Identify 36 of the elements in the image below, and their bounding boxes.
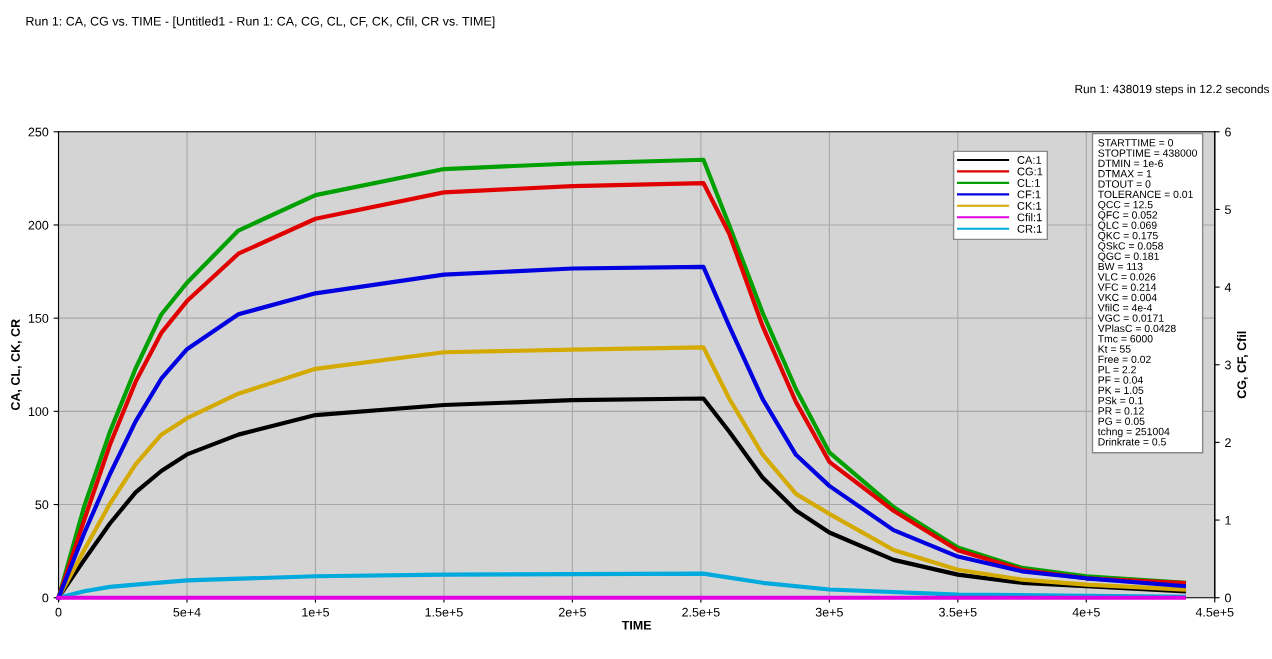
- y-tick-label: 250: [28, 127, 49, 137]
- y-tick-label: 50: [35, 500, 49, 510]
- x-tick-label: 4e+5: [1072, 607, 1100, 617]
- y-tick-label: 150: [28, 313, 49, 323]
- x-tick-label: 2e+5: [558, 607, 586, 617]
- legend-label: CG:1: [1017, 167, 1043, 176]
- y-tick-label: 0: [42, 593, 49, 603]
- text: Run 1: 438019 steps in 12.2 seconds: [1075, 84, 1270, 96]
- x-tick-label: 3.5e+5: [939, 607, 977, 617]
- legend-label: CR:1: [1017, 224, 1042, 233]
- legend-label: CL:1: [1017, 179, 1040, 187]
- y2-tick-label: 0: [1224, 593, 1231, 603]
- y-tick-label: 100: [28, 407, 49, 416]
- y2-axis-title: CG, CF, Cfil: [1236, 331, 1248, 399]
- legend-label: CA:1: [1017, 156, 1042, 164]
- y2-tick-label: 6: [1225, 127, 1231, 137]
- legend-label: CF:1: [1017, 190, 1041, 199]
- y-tick-label: 200: [28, 220, 49, 230]
- x-tick-label: 0: [55, 607, 62, 617]
- y2-tick-label: 4: [1224, 283, 1232, 292]
- y-axis-title: CA, CL, CK, CR: [11, 319, 22, 411]
- x-axis-title: TIME: [621, 620, 652, 630]
- text: STARTTIME = 0 STOPTIME = 438000 DTMIN = 1e-6 DTMAX = 1 DTOUT = 0 TOLERANCE = 0.01 QCC = 12.5 QFC = 0.052 QLC = 0.069 QKC = 0.175 QSkC = 0.058 QGC = 0.181 BW = 113 VLC = 0.026 VFC = 0.214 VKC = 0.004 VfilC = 4e-4 VGC = 0.0171 VPlasC = 0.0428 Tmc = 6000 Kt = 55 Free = 0.02 PL = 2.2 PF = 0.04 PK = 1.05 PSk = 0.1 PR = 0.12 PG = 0.05 tchng = 251004 Drinkrate = 0.5: [1097, 139, 1198, 446]
- x-tick-label: 4.5e+5: [1195, 607, 1234, 617]
- chart-title: Run 1: CA, CG vs. TIME - [Untitled1 - Run 1: CA, CG, CL, CF, CK, Cfil, CR vs. TIME]: [26, 16, 495, 29]
- y2-tick-label: 3: [1224, 360, 1231, 370]
- y2-tick-label: 1: [1225, 515, 1231, 525]
- x-tick-label: 1e+5: [302, 607, 330, 617]
- x-tick-label: 1.5e+5: [425, 607, 463, 617]
- y2-tick-label: 2: [1225, 438, 1231, 447]
- x-tick-label: 2.5e+5: [682, 607, 720, 617]
- legend-label: CK:1: [1017, 201, 1042, 210]
- x-tick-label: 5e+4: [173, 607, 201, 617]
- x-tick-label: 3e+5: [815, 607, 843, 617]
- y2-tick-label: 5: [1224, 205, 1231, 215]
- legend-label: Cfil:1: [1017, 213, 1042, 222]
